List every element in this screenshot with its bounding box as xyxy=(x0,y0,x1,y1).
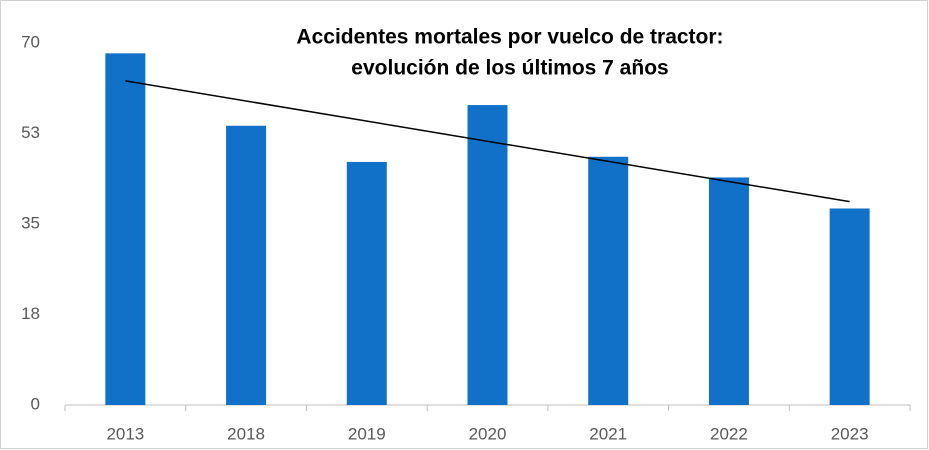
y-tick-label: 0 xyxy=(31,394,40,413)
y-tick-label: 18 xyxy=(21,304,40,323)
x-tick-label: 2021 xyxy=(589,424,627,443)
x-tick-label: 2023 xyxy=(831,424,869,443)
bar xyxy=(829,208,870,405)
x-tick-label: 2013 xyxy=(106,424,144,443)
x-tick-label: 2020 xyxy=(469,424,507,443)
bar xyxy=(105,53,146,405)
bar xyxy=(226,125,267,405)
chart-title: Accidentes mortales por vuelco de tracto… xyxy=(296,26,723,49)
x-tick-label: 2018 xyxy=(227,424,265,443)
bar xyxy=(588,156,629,405)
trend-line xyxy=(125,80,850,203)
y-tick-label: 70 xyxy=(21,32,40,51)
bar xyxy=(467,105,508,406)
x-tick-label: 2022 xyxy=(710,424,748,443)
chart-title: evolución de los últimos 7 años xyxy=(351,57,668,80)
x-tick-label: 2019 xyxy=(348,424,386,443)
bar xyxy=(708,177,749,405)
y-tick-label: 35 xyxy=(21,213,40,232)
y-tick-label: 53 xyxy=(21,123,40,142)
bar xyxy=(346,161,387,405)
